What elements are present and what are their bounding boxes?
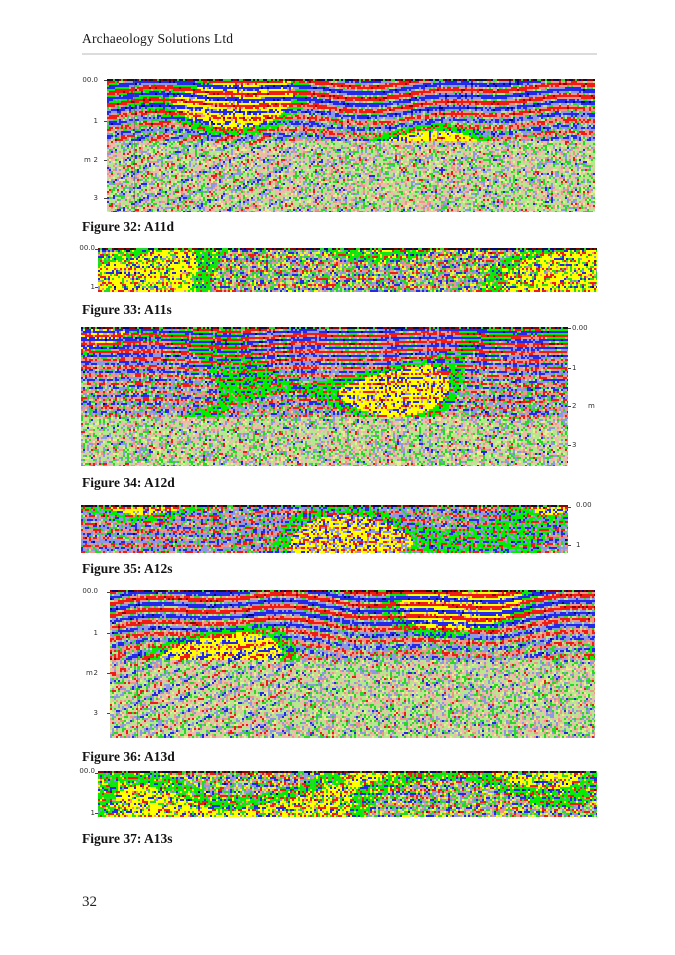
radargram-image-a13s	[98, 771, 597, 817]
axis-tick: 00.0	[82, 587, 98, 595]
axis-tick-mark	[568, 328, 571, 329]
radargram-image-a12d	[81, 327, 568, 466]
axis-unit-label: m	[86, 669, 93, 677]
axis-tick: 1	[90, 809, 95, 817]
axis-tick-mark	[107, 673, 110, 674]
axis-tick: 3	[572, 441, 577, 449]
axis-tick: 3	[93, 709, 98, 717]
axis-tick: 1	[90, 283, 95, 291]
figure-caption: Figure 37: A13s	[82, 831, 173, 846]
axis-tick-mark	[107, 713, 110, 714]
axis-tick-mark	[95, 287, 98, 288]
figure-caption: Figure 33: A11s	[82, 302, 172, 317]
page-header-title: Archaeology Solutions Ltd	[82, 31, 234, 46]
axis-tick: 2	[93, 669, 98, 677]
axis-tick: 1	[576, 541, 581, 549]
axis-tick: 00.0	[79, 767, 95, 775]
axis-tick-mark	[568, 507, 571, 508]
figure-caption: Figure 36: A13d	[82, 749, 175, 764]
axis-unit-label: m	[588, 402, 595, 410]
axis-tick: 0.00	[572, 324, 588, 332]
figure-caption: Figure 34: A12d	[82, 475, 175, 490]
figure-caption: Figure 32: A11d	[82, 219, 175, 234]
axis-tick-mark	[107, 592, 110, 593]
axis-tick-mark	[568, 545, 571, 546]
page-number: 32	[82, 894, 97, 910]
axis-tick-mark	[95, 773, 98, 774]
axis-tick: 1	[93, 117, 98, 125]
axis-tick-mark	[568, 445, 571, 446]
radargram-image-a13d	[110, 590, 595, 738]
axis-tick-mark	[104, 121, 107, 122]
figure-caption: Figure 35: A12s	[82, 561, 173, 576]
axis-tick: 0.00	[576, 501, 592, 509]
radargram-image-a11d	[107, 79, 595, 212]
axis-tick-mark	[95, 813, 98, 814]
axis-tick: 2	[93, 156, 98, 164]
axis-tick-mark	[104, 80, 107, 81]
axis-tick-mark	[104, 198, 107, 199]
axis-tick: 3	[93, 194, 98, 202]
axis-tick: 1	[93, 629, 98, 637]
header-rule	[82, 53, 597, 55]
axis-tick: 00.0	[79, 244, 95, 252]
radargram-image-a12s	[81, 505, 568, 553]
axis-tick-mark	[568, 368, 571, 369]
axis-tick-mark	[95, 249, 98, 250]
axis-unit-label: m	[84, 156, 91, 164]
axis-tick-mark	[104, 160, 107, 161]
axis-tick: 2	[572, 402, 577, 410]
radargram-image-a11s	[98, 248, 597, 292]
axis-tick-mark	[107, 633, 110, 634]
axis-tick-mark	[568, 406, 571, 407]
axis-tick: 00.0	[82, 76, 98, 84]
axis-tick: 1	[572, 364, 577, 372]
